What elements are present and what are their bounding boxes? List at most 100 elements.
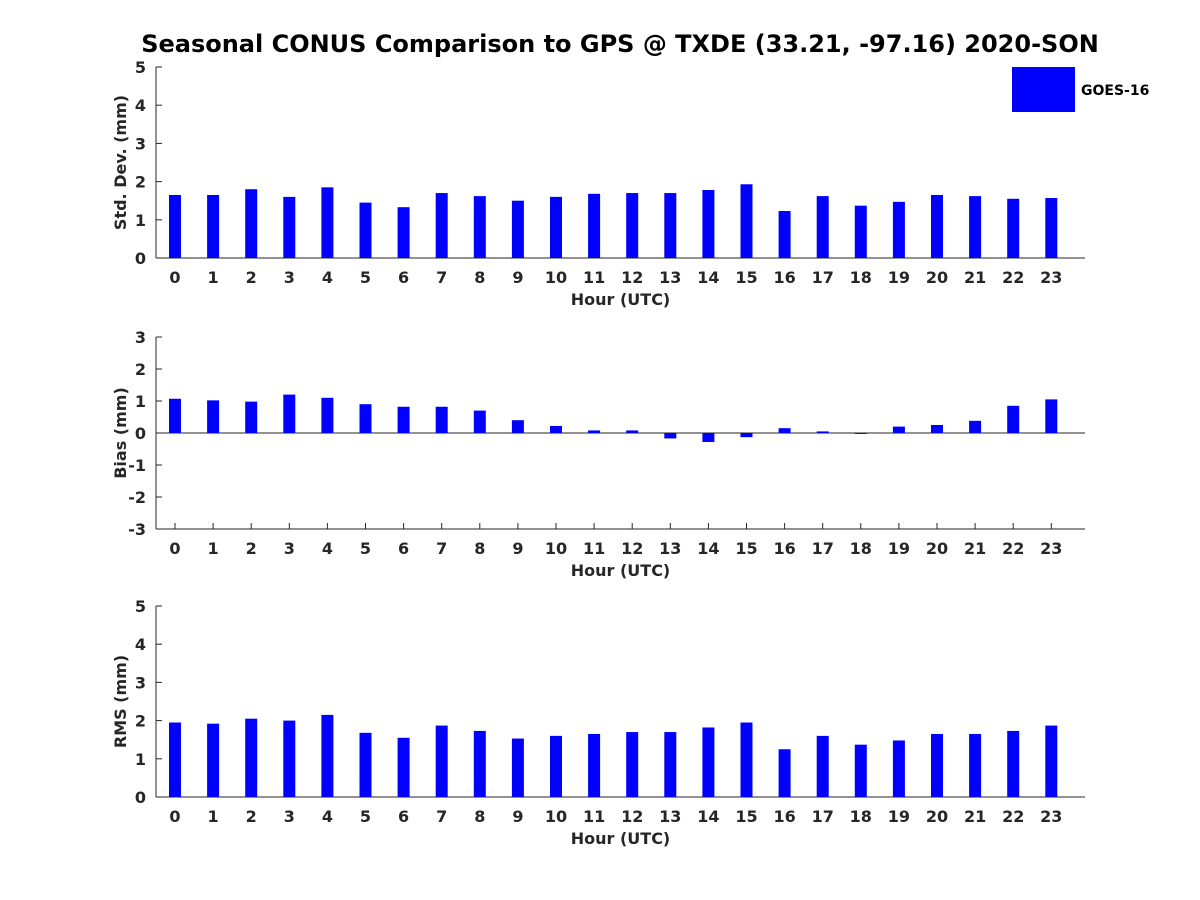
panel-3-bar [435, 725, 448, 797]
panel-2-y-tick-label: 0 [135, 424, 146, 443]
panel-1-x-tick-label: 23 [1040, 268, 1062, 287]
panel-2-x-tick-label: 16 [773, 539, 795, 558]
panel-1-x-tick-label: 3 [284, 268, 295, 287]
panel-2-x-tick-label: 15 [735, 539, 757, 558]
panel-3-x-tick-label: 10 [545, 807, 567, 826]
panel-2-x-tick-label: 14 [697, 539, 719, 558]
panel-1-x-tick-label: 9 [512, 268, 523, 287]
panel-2-bar [359, 404, 372, 433]
panel-3-x-tick-label: 0 [169, 807, 180, 826]
panel-1-y-tick-label: 1 [135, 211, 146, 230]
panel-3-bar [473, 730, 486, 797]
panel-1-x-tick-label: 19 [888, 268, 910, 287]
panel-2-bar [169, 398, 181, 433]
panel-2-x-tick-label: 2 [246, 539, 257, 558]
panel-3-bar [664, 732, 677, 797]
panel-3-x-tick-label: 17 [812, 807, 834, 826]
panel-2-x-tick-label: 0 [169, 539, 180, 558]
panel-3-x-tick-label: 3 [284, 807, 295, 826]
panel-1-bar [473, 196, 486, 258]
panel-1-bar [969, 196, 982, 258]
legend-swatch [1012, 67, 1075, 112]
panel-2-x-tick-label: 18 [850, 539, 872, 558]
panel-3-x-tick-label: 6 [398, 807, 409, 826]
panel-3-y-tick-label: 2 [135, 712, 146, 731]
panel-1-y-tick-label: 4 [135, 96, 146, 115]
panel-3-bar [740, 722, 753, 797]
panel-2-bar [778, 428, 791, 433]
panel-2-bar [664, 433, 677, 439]
panel-2-bar [245, 401, 258, 433]
panel-1-bar [702, 190, 715, 258]
panel-1-y-tick-label: 5 [135, 58, 146, 77]
panel-2-bar [1045, 399, 1058, 433]
panel-3-bar [854, 744, 867, 797]
panel-3-bar [397, 737, 410, 797]
panel-2-x-tick-label: 6 [398, 539, 409, 558]
panel-3-x-tick-label: 16 [773, 807, 795, 826]
panel-2-x-tick-label: 9 [512, 539, 523, 558]
panel-1-x-tick-label: 7 [436, 268, 447, 287]
panel-1-bar [245, 189, 258, 258]
panel-1-bar [816, 196, 829, 258]
panel-2-bar [740, 433, 753, 438]
panel-3-x-tick-label: 4 [322, 807, 333, 826]
panel-3-x-tick-label: 7 [436, 807, 447, 826]
panel-3-x-tick-label: 18 [850, 807, 872, 826]
panel-3-y-tick-label: 5 [135, 597, 146, 616]
panel-1-x-axis-label: Hour (UTC) [571, 290, 671, 309]
panel-2-y-tick-label: 2 [135, 360, 146, 379]
panel-2-bar [550, 425, 562, 433]
panel-2-bar [321, 397, 334, 433]
panel-3-bar [892, 740, 905, 797]
panel-1-bar [626, 193, 639, 258]
panel-3-x-tick-label: 21 [964, 807, 986, 826]
panel-1-x-tick-label: 1 [208, 268, 219, 287]
panel-2-x-tick-label: 19 [888, 539, 910, 558]
panel-1-x-tick-label: 20 [926, 268, 948, 287]
panel-1-bar [321, 187, 334, 258]
panel-1-bar [435, 193, 448, 258]
panel-2-x-tick-label: 7 [436, 539, 447, 558]
panel-3-bar [588, 733, 601, 797]
panel-1-y-tick-label: 0 [135, 249, 146, 268]
panel-3-bar [550, 735, 562, 797]
panel-2-bar [931, 425, 943, 433]
panel-3-x-tick-label: 12 [621, 807, 643, 826]
panel-2-y-tick-label: 3 [135, 328, 146, 347]
panel-1-bar [207, 194, 220, 258]
panel-1-bar [854, 205, 867, 258]
panel-2-bar [816, 431, 829, 433]
panel-3-bar [931, 733, 943, 797]
panel-3-bar [283, 720, 296, 797]
panel-3-bar [245, 718, 258, 797]
panel-1-y-axis-label: Std. Dev. (mm) [111, 95, 130, 230]
panel-3-bar [816, 735, 829, 797]
panel-2-x-tick-label: 22 [1002, 539, 1024, 558]
panel-2-x-tick-label: 17 [812, 539, 834, 558]
panel-1-bar [283, 196, 296, 258]
panel-2-x-tick-label: 21 [964, 539, 986, 558]
panel-1-bar [892, 201, 905, 258]
panel-2-y-tick-label: -2 [128, 488, 146, 507]
panel-3-x-tick-label: 8 [474, 807, 485, 826]
panel-2-x-tick-label: 1 [208, 539, 219, 558]
panel-1-x-tick-label: 5 [360, 268, 371, 287]
panel-3-bar [778, 749, 791, 797]
panel-1-bar [550, 196, 562, 258]
panel-2-x-tick-label: 5 [360, 539, 371, 558]
panel-1-x-tick-label: 18 [850, 268, 872, 287]
panel-1-bar [740, 184, 753, 258]
panel-3-bar [207, 723, 220, 797]
panel-2-x-axis-label: Hour (UTC) [571, 561, 671, 580]
panel-3-x-tick-label: 13 [659, 807, 681, 826]
panel-1-bar [778, 211, 791, 258]
panel-2-y-tick-label: -3 [128, 520, 146, 539]
panel-1-x-tick-label: 11 [583, 268, 605, 287]
panel-2-x-tick-label: 12 [621, 539, 643, 558]
panel-3-bar [511, 738, 524, 797]
panel-1-bar [511, 200, 524, 258]
panel-2-bar [283, 394, 296, 433]
panel-3-bar [969, 733, 982, 797]
panel-3-x-tick-label: 14 [697, 807, 719, 826]
